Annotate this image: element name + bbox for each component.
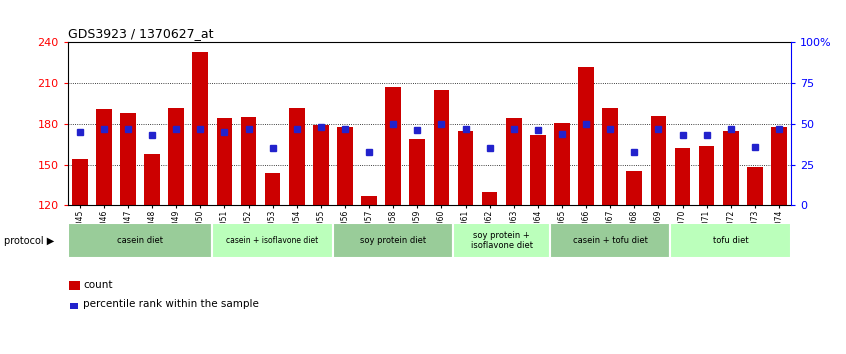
- Text: soy protein +
isoflavone diet: soy protein + isoflavone diet: [470, 231, 533, 250]
- Bar: [333, 223, 453, 258]
- Bar: [212, 223, 333, 258]
- Bar: [481, 192, 497, 205]
- Text: protocol ▶: protocol ▶: [4, 236, 54, 246]
- Text: casein diet: casein diet: [117, 236, 163, 245]
- Bar: [506, 119, 522, 205]
- Bar: [288, 108, 305, 205]
- Text: count: count: [83, 280, 113, 290]
- Bar: [578, 67, 594, 205]
- Bar: [670, 223, 791, 258]
- Bar: [626, 171, 642, 205]
- Bar: [554, 122, 570, 205]
- Bar: [409, 139, 426, 205]
- Text: casein + isoflavone diet: casein + isoflavone diet: [227, 236, 319, 245]
- Bar: [168, 108, 184, 205]
- Bar: [747, 167, 763, 205]
- Text: tofu diet: tofu diet: [713, 236, 749, 245]
- Bar: [674, 148, 690, 205]
- Bar: [144, 154, 160, 205]
- Text: GDS3923 / 1370627_at: GDS3923 / 1370627_at: [68, 27, 213, 40]
- Bar: [458, 131, 474, 205]
- Bar: [240, 117, 256, 205]
- Bar: [385, 87, 401, 205]
- Text: casein + tofu diet: casein + tofu diet: [573, 236, 648, 245]
- Bar: [313, 125, 329, 205]
- Bar: [550, 223, 670, 258]
- Bar: [337, 127, 353, 205]
- Bar: [265, 173, 281, 205]
- Bar: [96, 109, 112, 205]
- Bar: [722, 131, 739, 205]
- Bar: [530, 135, 546, 205]
- Bar: [433, 90, 449, 205]
- Bar: [68, 223, 212, 258]
- Bar: [120, 113, 136, 205]
- Bar: [771, 127, 787, 205]
- Text: soy protein diet: soy protein diet: [360, 236, 426, 245]
- Bar: [602, 108, 618, 205]
- Text: percentile rank within the sample: percentile rank within the sample: [83, 299, 259, 309]
- Bar: [699, 145, 715, 205]
- Bar: [651, 116, 667, 205]
- Bar: [192, 52, 208, 205]
- Bar: [217, 119, 233, 205]
- Bar: [361, 196, 377, 205]
- Bar: [72, 159, 88, 205]
- Bar: [453, 223, 550, 258]
